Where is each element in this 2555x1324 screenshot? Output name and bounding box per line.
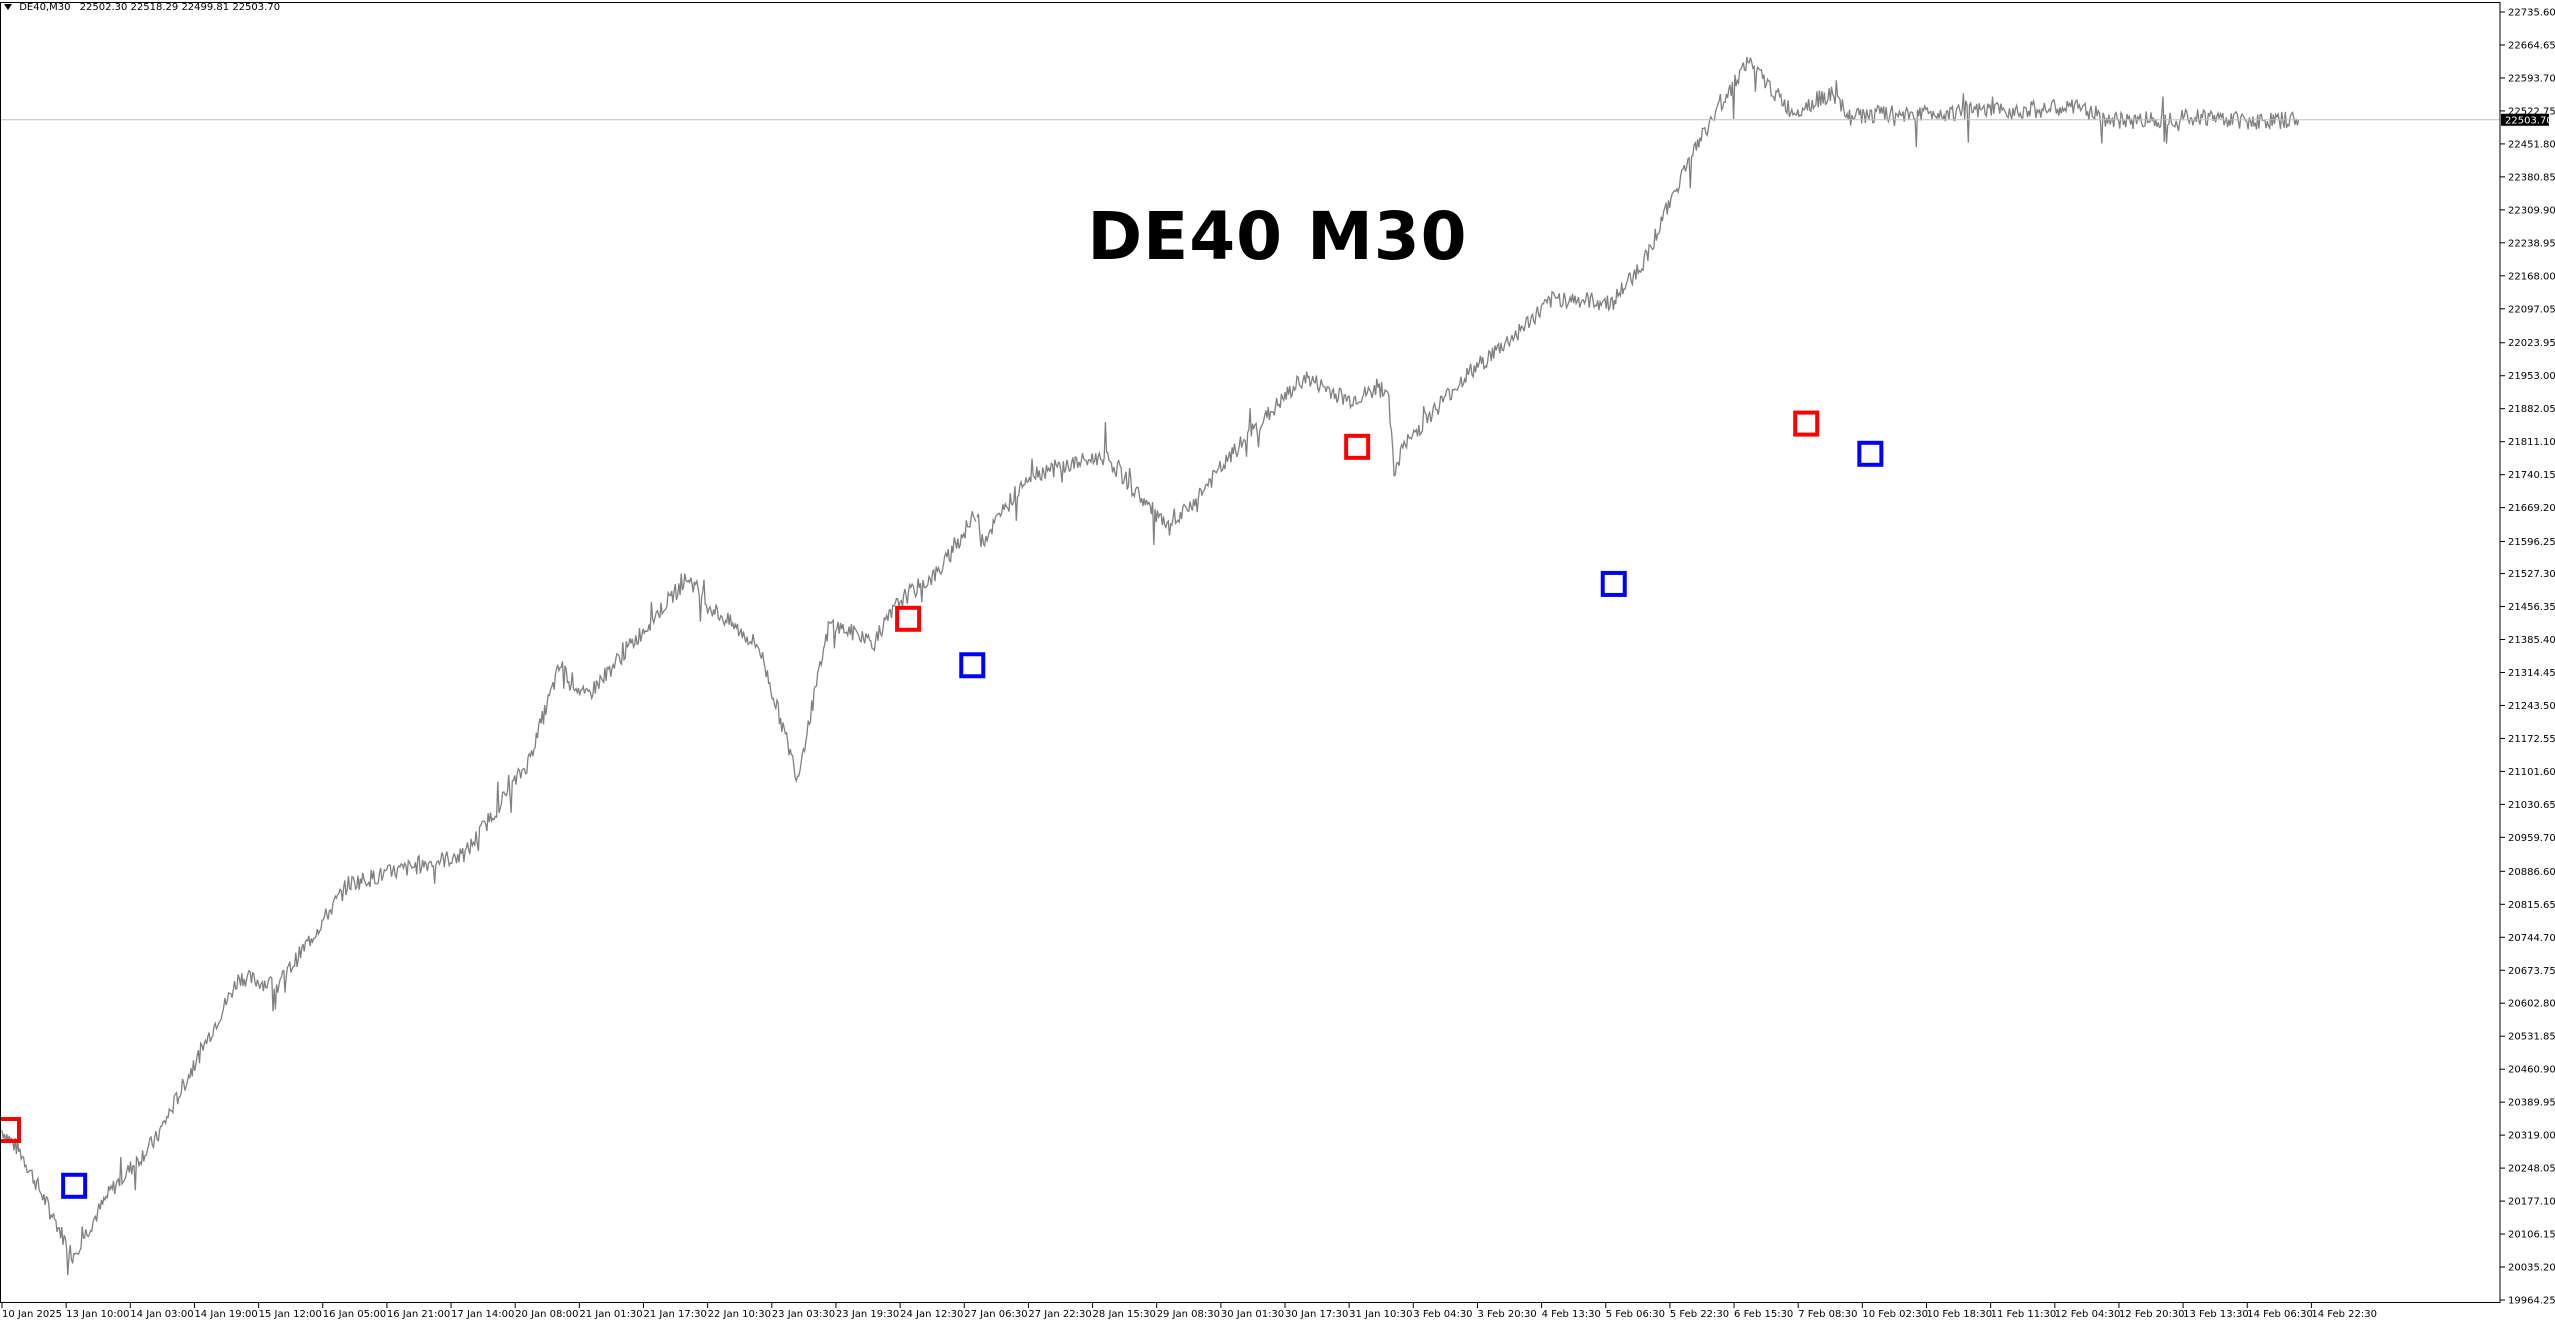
y-tick-label: 21740.15 [2508, 470, 2555, 481]
x-tick-label: 17 Jan 14:00 [451, 1309, 514, 1320]
y-tick-label: 22735.60 [2508, 8, 2555, 19]
y-tick-label: 21314.45 [2508, 668, 2555, 679]
y-tick-label: 20744.70 [2508, 933, 2555, 944]
y-tick-label: 22593.70 [2508, 73, 2555, 84]
x-tick-label: 14 Feb 06:30 [2247, 1309, 2313, 1320]
y-tick-label: 22238.95 [2508, 238, 2555, 249]
plot-area [0, 56, 2500, 1276]
y-tick-label: 21811.10 [2508, 437, 2555, 448]
y-tick-label: 20248.05 [2508, 1164, 2555, 1175]
price-series-line [1, 56, 2300, 1276]
symbol-label: DE40,M30 [19, 2, 71, 13]
x-tick-label: 21 Jan 01:30 [579, 1309, 642, 1320]
y-tick-label: 20959.70 [2508, 833, 2555, 844]
y-tick-label: 22097.05 [2508, 304, 2555, 315]
sell-marker[interactable] [895, 605, 922, 632]
chart-header: DE40,M30 22502.30 22518.29 22499.81 2250… [4, 2, 280, 13]
chevron-down-icon[interactable] [4, 4, 12, 10]
x-tick-label: 6 Feb 15:30 [1734, 1309, 1793, 1320]
current-price-label: 22503.70 [2505, 115, 2553, 126]
y-tick-label: 22451.80 [2508, 139, 2555, 150]
y-tick-label: 20319.00 [2508, 1131, 2555, 1142]
y-tick-label: 20886.60 [2508, 867, 2555, 878]
y-tick-label: 20673.75 [2508, 966, 2555, 977]
y-tick-label: 21596.25 [2508, 537, 2555, 548]
buy-marker[interactable] [959, 652, 986, 679]
y-tick-label: 19964.25 [2508, 1296, 2555, 1307]
x-tick-label: 31 Jan 10:30 [1349, 1309, 1412, 1320]
x-tick-label: 5 Feb 22:30 [1670, 1309, 1729, 1320]
buy-marker[interactable] [1600, 570, 1627, 597]
y-tick-label: 21385.40 [2508, 635, 2555, 646]
y-tick-label: 21101.60 [2508, 767, 2555, 778]
buy-marker[interactable] [1857, 440, 1884, 467]
x-tick-label: 13 Feb 13:30 [2183, 1309, 2249, 1320]
y-tick-label: 22522.75 [2508, 106, 2555, 117]
y-tick-label: 22309.90 [2508, 205, 2555, 216]
x-tick-label: 12 Feb 04:30 [2055, 1309, 2121, 1320]
y-tick-label: 21243.50 [2508, 701, 2555, 712]
current-price-tag [2501, 113, 2549, 126]
sell-marker[interactable] [1344, 433, 1371, 460]
buy-marker[interactable] [61, 1172, 88, 1199]
x-tick-label: 21 Jan 17:30 [644, 1309, 707, 1320]
x-tick-label: 14 Feb 22:30 [2311, 1309, 2377, 1320]
y-tick-label: 22380.85 [2508, 172, 2555, 183]
x-tick-label: 27 Jan 06:30 [964, 1309, 1027, 1320]
y-tick-label: 21527.30 [2508, 569, 2555, 580]
y-tick-label: 22664.65 [2508, 40, 2555, 51]
x-tick-label: 7 Feb 08:30 [1798, 1309, 1857, 1320]
sell-marker[interactable] [1793, 410, 1820, 437]
ohlc-values: 22502.30 22518.29 22499.81 22503.70 [79, 2, 281, 13]
x-tick-label: 14 Jan 19:00 [194, 1309, 257, 1320]
y-tick-label: 20531.85 [2508, 1032, 2555, 1043]
y-tick-label: 20460.90 [2508, 1065, 2555, 1076]
x-tick-label: 11 Feb 11:30 [1991, 1309, 2057, 1320]
x-tick-label: 22 Jan 10:30 [708, 1309, 771, 1320]
y-tick-label: 21953.00 [2508, 371, 2555, 382]
y-tick-label: 21669.20 [2508, 503, 2555, 514]
x-tick-label: 29 Jan 08:30 [1157, 1309, 1220, 1320]
plot-frame [0, 2, 2501, 1303]
y-tick-label: 20602.80 [2508, 999, 2555, 1010]
x-tick-label: 30 Jan 17:30 [1285, 1309, 1348, 1320]
x-tick-label: 10 Jan 2025 [2, 1309, 62, 1320]
x-tick-label: 24 Jan 12:30 [900, 1309, 963, 1320]
x-tick-label: 16 Jan 21:00 [387, 1309, 450, 1320]
y-tick-label: 20815.65 [2508, 900, 2555, 911]
y-tick-label: 20177.10 [2508, 1197, 2555, 1208]
y-tick-label: 22168.00 [2508, 271, 2555, 282]
y-tick-label: 21172.55 [2508, 734, 2555, 745]
x-tick-label: 30 Jan 01:30 [1221, 1309, 1284, 1320]
x-tick-label: 23 Jan 03:30 [772, 1309, 835, 1320]
y-tick-label: 20035.20 [2508, 1263, 2555, 1274]
y-tick-label: 21030.65 [2508, 800, 2555, 811]
y-tick-label: 21456.35 [2508, 602, 2555, 613]
x-tick-label: 4 Feb 13:30 [1542, 1309, 1601, 1320]
x-tick-label: 28 Jan 15:30 [1093, 1309, 1156, 1320]
chart-overlay-title: DE40 M30 [1087, 198, 1468, 275]
x-tick-label: 10 Feb 18:30 [1927, 1309, 1993, 1320]
x-tick-label: 16 Jan 05:00 [323, 1309, 386, 1320]
x-tick-label: 20 Jan 08:00 [515, 1309, 578, 1320]
y-tick-label: 20106.15 [2508, 1230, 2555, 1241]
x-tick-label: 27 Jan 22:30 [1028, 1309, 1091, 1320]
sell-marker[interactable] [0, 1117, 21, 1144]
x-tick-label: 5 Feb 06:30 [1606, 1309, 1665, 1320]
x-tick-label: 14 Jan 03:00 [130, 1309, 193, 1320]
x-tick-label: 3 Feb 20:30 [1477, 1309, 1536, 1320]
x-tick-label: 3 Feb 04:30 [1413, 1309, 1472, 1320]
x-tick-label: 15 Jan 12:00 [259, 1309, 322, 1320]
x-tick-label: 10 Feb 02:30 [1862, 1309, 1928, 1320]
y-tick-label: 20389.95 [2508, 1098, 2555, 1109]
x-tick-label: 23 Jan 19:30 [836, 1309, 899, 1320]
y-tick-label: 22023.95 [2508, 338, 2555, 349]
x-tick-label: 13 Jan 10:00 [66, 1309, 129, 1320]
y-tick-label: 21882.05 [2508, 404, 2555, 415]
x-tick-label: 12 Feb 20:30 [2119, 1309, 2185, 1320]
